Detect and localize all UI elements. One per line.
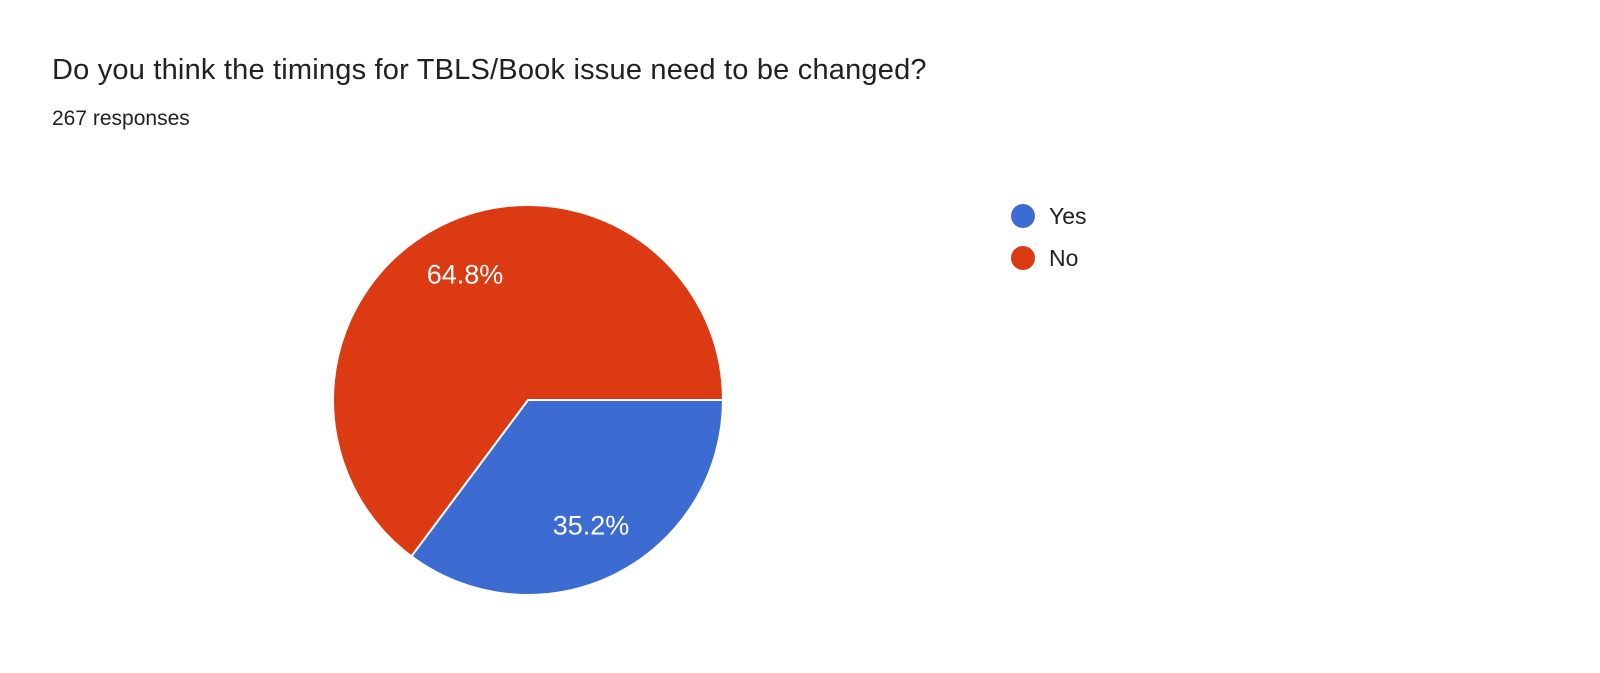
question-title: Do you think the timings for TBLS/Book i… bbox=[52, 54, 927, 86]
responses-count: 267 responses bbox=[52, 107, 190, 130]
chart-legend: Yes No bbox=[1011, 202, 1087, 271]
legend-item-yes: Yes bbox=[1011, 202, 1087, 229]
legend-label-yes: Yes bbox=[1049, 202, 1087, 229]
pie-slice-no[interactable] bbox=[332, 204, 724, 558]
legend-swatch-no-icon bbox=[1011, 246, 1035, 270]
pie-chart-svg: 35.2% 64.8% bbox=[332, 204, 724, 597]
legend-swatch-yes-icon bbox=[1011, 204, 1035, 228]
pie-slice-label-no: 64.8% bbox=[427, 260, 504, 290]
pie-slice-label-yes: 35.2% bbox=[553, 511, 630, 541]
pie-chart: 35.2% 64.8% bbox=[328, 200, 728, 600]
legend-item-no: No bbox=[1011, 244, 1087, 271]
pie-slice-yes[interactable] bbox=[410, 399, 724, 597]
legend-label-no: No bbox=[1049, 244, 1079, 271]
